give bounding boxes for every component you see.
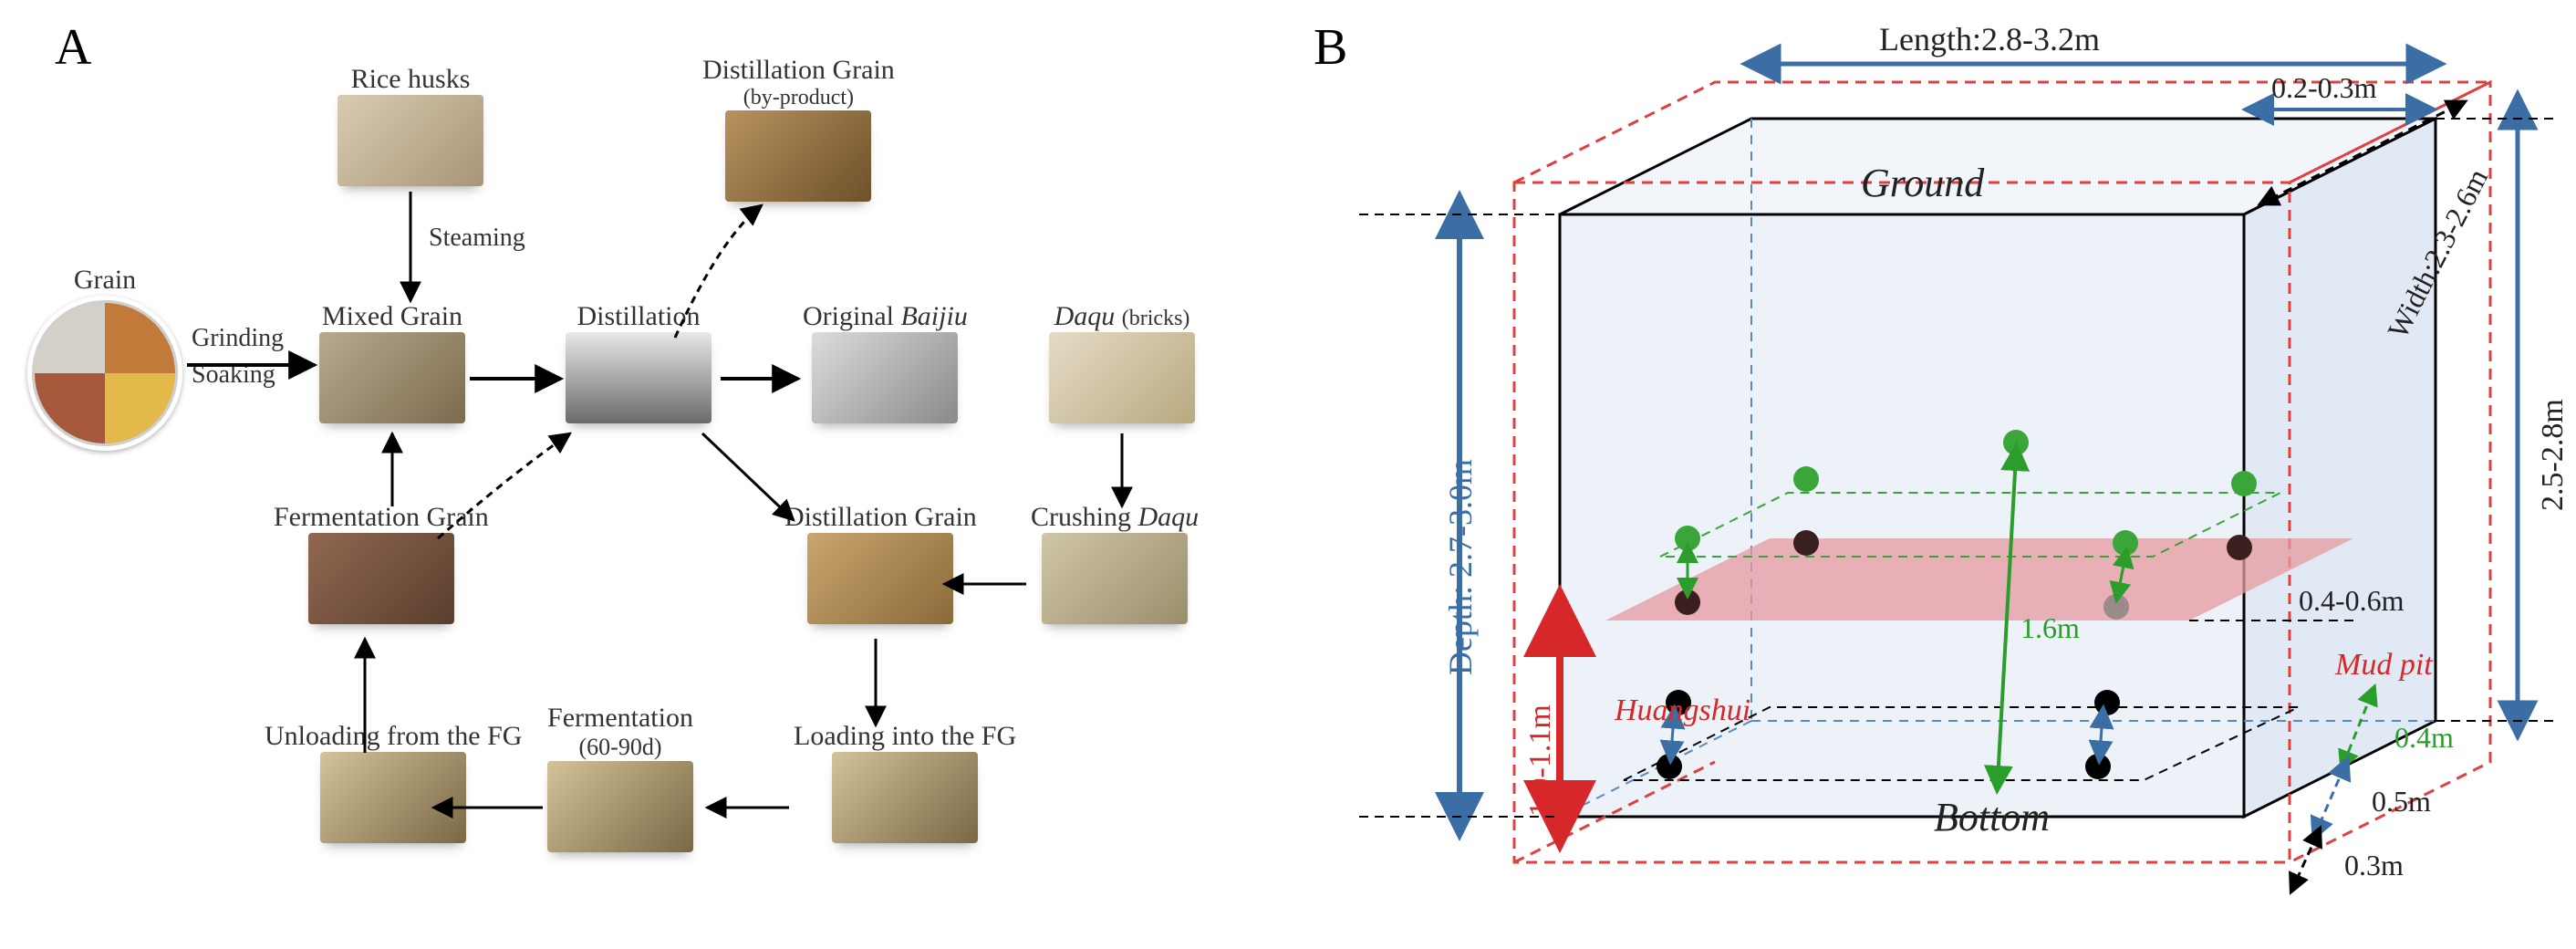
- dim-0-5: 0.5m: [2372, 785, 2431, 819]
- node-rice-husks: Rice husks: [338, 64, 483, 186]
- rice-husks-label: Rice husks: [338, 64, 483, 95]
- dim-width: Width:2.3-2.6m: [2381, 163, 2495, 344]
- original-baijiu-label: Original Baijiu: [803, 301, 968, 332]
- daqu-thumb-icon: [1049, 332, 1195, 423]
- panel-a: A Grain Rice husks Mixed Grain Distillat…: [0, 0, 1277, 949]
- dist-grain2-thumb-icon: [807, 533, 953, 624]
- edge-soaking: Soaking: [192, 360, 275, 390]
- loading-label: Loading into the FG: [794, 721, 1016, 752]
- dim-length: Length:2.8-3.2m: [1879, 20, 2100, 58]
- edge-steaming: Steaming: [429, 224, 525, 253]
- unloading-thumb-icon: [320, 752, 466, 843]
- byproduct-thumb-icon: [725, 110, 871, 202]
- node-grain: Grain: [27, 265, 182, 451]
- node-byproduct: Distillation Grain (by-product): [702, 55, 895, 202]
- node-daqu: Daqu (bricks): [1049, 301, 1195, 423]
- ferm-grain-label: Fermentation Grain: [274, 502, 489, 533]
- node-original-baijiu: Original Baijiu: [803, 301, 968, 423]
- byproduct-label: Distillation Grain: [702, 55, 895, 86]
- mixed-grain-label: Mixed Grain: [319, 301, 465, 332]
- original-baijiu-thumb-icon: [812, 332, 958, 423]
- fermentation-sub: (60-90d): [547, 734, 693, 761]
- grain-circle-icon: [27, 296, 182, 451]
- dim-depth: Depth: 2.7-3.0m: [1441, 459, 1480, 675]
- rice-husks-thumb-icon: [338, 95, 483, 186]
- distillation-thumb-icon: [566, 332, 712, 423]
- crush-daqu-thumb-icon: [1042, 533, 1188, 624]
- node-dist-grain-2: Distillation Grain: [784, 502, 977, 624]
- panel-b-label: B: [1314, 18, 1347, 77]
- dim-0-4: 0.4m: [2394, 721, 2454, 755]
- label-ground: Ground: [1861, 160, 1984, 206]
- byproduct-sub: (by-product): [702, 86, 895, 110]
- mixed-grain-thumb-icon: [319, 332, 465, 423]
- dim-height-outer: 2.5-2.8m: [2536, 399, 2571, 511]
- dim-offset: 0.2-0.3m: [2271, 71, 2377, 105]
- label-bottom: Bottom: [1934, 794, 2050, 840]
- panel-a-label: A: [55, 18, 91, 77]
- node-mixed-grain: Mixed Grain: [319, 301, 465, 423]
- node-distillation: Distillation: [566, 301, 712, 423]
- dim-1-6m: 1.6m: [2020, 611, 2080, 645]
- node-unloading: Unloading from the FG: [265, 721, 522, 843]
- distillation-label: Distillation: [566, 301, 712, 332]
- edge-grinding: Grinding: [192, 324, 284, 353]
- fermentation-label: Fermentation: [547, 703, 693, 734]
- label-mudpit: Mud pit: [2335, 648, 2433, 683]
- fermentation-thumb-icon: [547, 761, 693, 852]
- node-loading: Loading into the FG: [794, 721, 1016, 843]
- crush-daqu-label: Crushing Daqu: [1031, 502, 1199, 533]
- grain-label: Grain: [27, 265, 182, 296]
- node-fermentation: Fermentation (60-90d): [547, 703, 693, 852]
- dim-huangshui: 1.0-1.1m: [1523, 704, 1558, 817]
- loading-thumb-icon: [832, 752, 978, 843]
- daqu-label: Daqu (bricks): [1049, 301, 1195, 332]
- ferm-grain-thumb-icon: [308, 533, 454, 624]
- dim-0-3: 0.3m: [2344, 849, 2404, 882]
- label-huangshui: Huangshui: [1615, 694, 1750, 728]
- dist-grain2-label: Distillation Grain: [784, 502, 977, 533]
- node-ferm-grain: Fermentation Grain: [274, 502, 489, 624]
- unloading-label: Unloading from the FG: [265, 721, 522, 752]
- node-crush-daqu: Crushing Daqu: [1031, 502, 1199, 624]
- dim-0-4-0-6: 0.4-0.6m: [2299, 584, 2405, 618]
- panel-b: B: [1277, 0, 2576, 949]
